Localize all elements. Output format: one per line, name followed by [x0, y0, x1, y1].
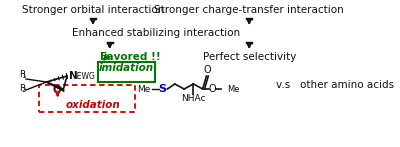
- Bar: [39, 85, 135, 112]
- Text: NHAc: NHAc: [181, 94, 206, 103]
- Text: Me: Me: [137, 85, 151, 93]
- Text: Perfect selectivity: Perfect selectivity: [202, 52, 296, 62]
- Text: Enhanced stabilizing interaction: Enhanced stabilizing interaction: [72, 28, 240, 38]
- Text: R: R: [19, 83, 25, 92]
- Bar: [98, 62, 155, 82]
- Text: Favored !!: Favored !!: [100, 52, 160, 62]
- Text: O: O: [208, 84, 216, 94]
- Text: v.s   other amino acids: v.s other amino acids: [276, 80, 394, 90]
- Text: imidation: imidation: [99, 63, 154, 73]
- Text: 1: 1: [21, 73, 26, 79]
- Text: O: O: [204, 65, 211, 75]
- Text: Me: Me: [227, 85, 239, 93]
- Text: Stronger charge-transfer interaction: Stronger charge-transfer interaction: [154, 5, 344, 15]
- Text: oxidation: oxidation: [66, 100, 120, 110]
- Text: Stronger orbital interaction: Stronger orbital interaction: [22, 5, 164, 15]
- Text: S: S: [159, 84, 167, 94]
- Text: N: N: [69, 71, 78, 81]
- Text: 2: 2: [21, 87, 26, 93]
- Text: R: R: [19, 70, 25, 78]
- Polygon shape: [46, 82, 64, 91]
- Text: -EWG: -EWG: [74, 71, 95, 81]
- Text: O: O: [53, 85, 61, 95]
